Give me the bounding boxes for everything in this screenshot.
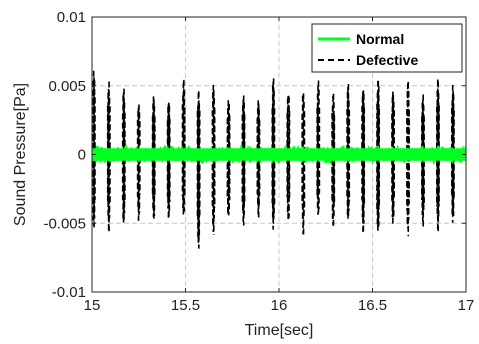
series-layer xyxy=(91,70,467,249)
x-axis-title: Time[sec] xyxy=(245,322,314,339)
defective-burst xyxy=(361,90,366,233)
defective-burst xyxy=(181,79,186,215)
x-tick-label: 17 xyxy=(458,297,475,314)
legend: Normal Defective xyxy=(311,23,463,73)
y-tick-label: 0 xyxy=(78,147,86,164)
x-tick-label: 15 xyxy=(84,297,101,314)
y-tick-label: -0.01 xyxy=(52,284,86,301)
x-tick-label: 16 xyxy=(271,297,288,314)
legend-label-normal: Normal xyxy=(356,31,404,47)
defective-burst xyxy=(196,91,201,249)
axis-ticks: 15 15.5 16 16.5 17 -0.01 -0.005 0 0.005 0.01 xyxy=(43,9,474,314)
y-axis-title: Sound Pressure[Pa] xyxy=(12,83,29,226)
x-tick-label: 16.5 xyxy=(358,297,387,314)
y-tick-label: -0.005 xyxy=(43,215,86,232)
normal-series-line xyxy=(91,143,467,166)
legend-label-defective: Defective xyxy=(356,52,418,68)
y-tick-label: 0.005 xyxy=(48,78,86,95)
x-tick-label: 15.5 xyxy=(171,297,200,314)
legend-box xyxy=(311,23,463,73)
defective-burst xyxy=(136,104,141,221)
y-tick-label: 0.01 xyxy=(57,9,86,26)
